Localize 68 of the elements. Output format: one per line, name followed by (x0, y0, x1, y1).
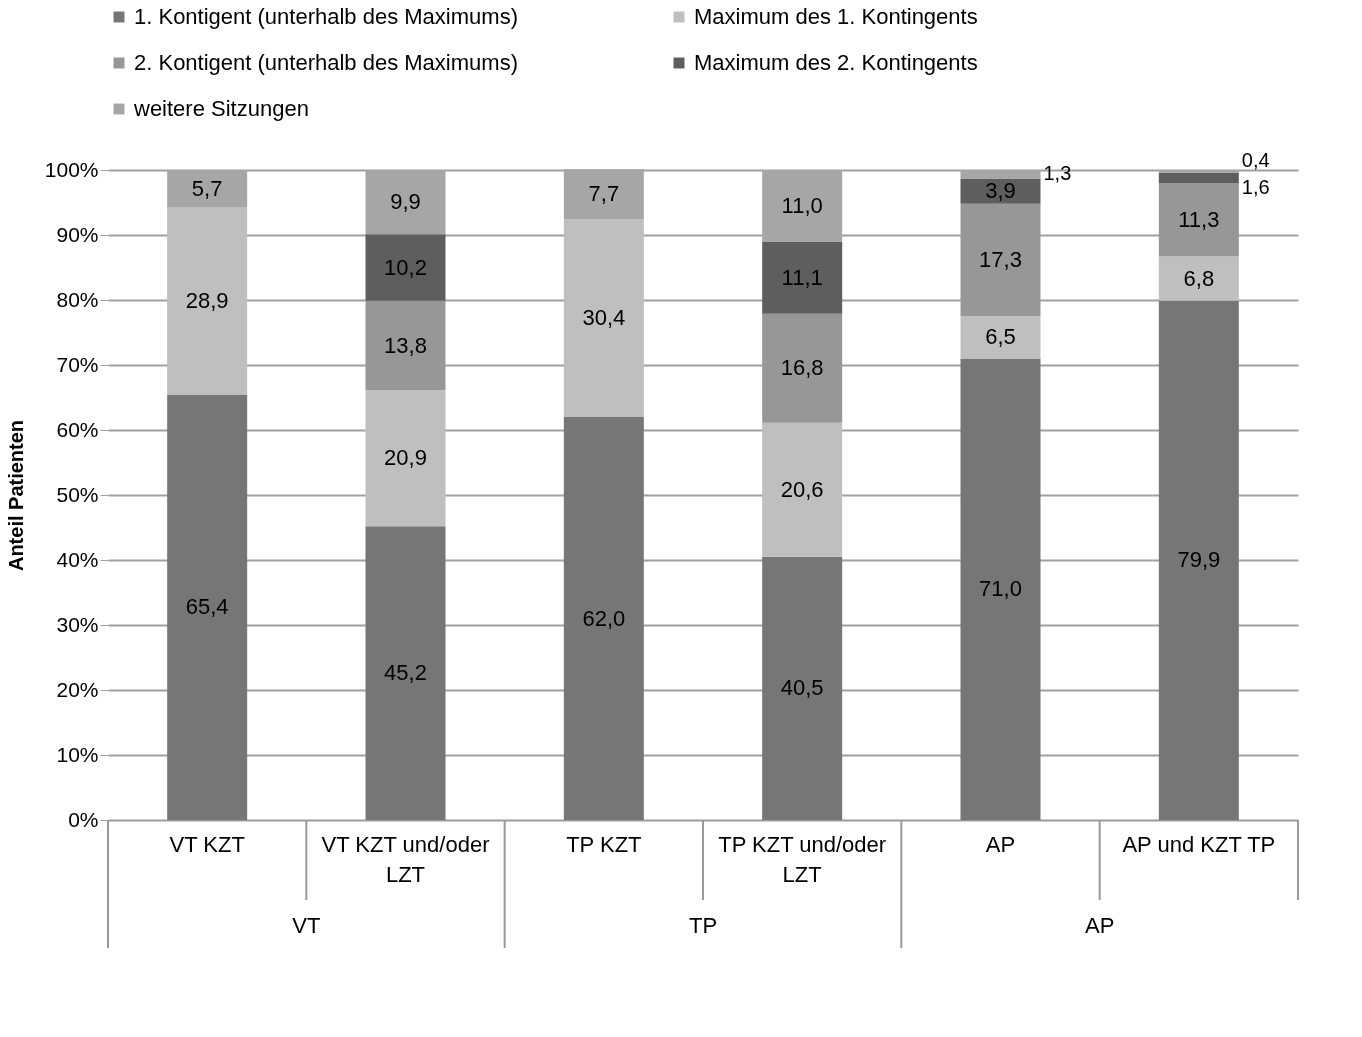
bar (1158, 256, 1239, 301)
bar (762, 422, 843, 557)
x-tick-label: TP KZT (566, 831, 642, 857)
legend-label: 1. Kontigent (unterhalb des Maximums) (134, 4, 518, 29)
text: AP (1084, 913, 1115, 938)
x-tick-label: TP KZT und/oder LZT (718, 831, 887, 887)
legend-label: weitere Sitzungen (133, 96, 309, 121)
data-label: 13,8 (384, 332, 427, 358)
bar (960, 358, 1041, 820)
y-tick-label: 0% (68, 807, 99, 831)
y-tick-label: 40% (56, 547, 99, 571)
data-label: 10,2 (384, 254, 427, 280)
data-label: 11,0 (781, 192, 823, 218)
data-label: 6,8 (1183, 265, 1215, 291)
bar (1158, 172, 1239, 183)
bar (563, 219, 644, 417)
bar (762, 241, 843, 314)
y-tick-label: 80% (56, 287, 99, 311)
bar (1158, 300, 1239, 820)
y-tick-label: 20% (56, 677, 99, 701)
data-label: 7,7 (588, 181, 620, 207)
y-tick-label: 100% (44, 157, 99, 181)
bar (167, 207, 248, 395)
y-tick-label: 10% (56, 742, 99, 766)
data-label: 3,9 (985, 178, 1016, 204)
data-label: 45,2 (384, 660, 427, 686)
y-tick-label: 30% (56, 612, 99, 636)
data-label: 28,9 (185, 287, 229, 313)
text: TP (688, 913, 718, 938)
data-label: 20,9 (384, 445, 427, 471)
data-label: 5,7 (191, 175, 223, 201)
data-label: 40,5 (780, 675, 824, 701)
data-label: 11,3 (1178, 206, 1220, 232)
data-label: 30,4 (582, 305, 626, 331)
bar (762, 556, 843, 820)
bar (365, 390, 446, 527)
y-tick-label: 90% (56, 222, 99, 246)
bar (365, 234, 446, 301)
x-tick-label: VT KZT und/oder LZT (321, 831, 490, 887)
data-label: 65,4 (185, 594, 229, 620)
data-label: 1,6 (1241, 175, 1270, 198)
y-tick-label: 60% (56, 417, 99, 441)
data-label: 9,9 (390, 189, 421, 215)
legend-label: Maximum des 2. Kontingents (694, 50, 978, 75)
text: VT (292, 913, 321, 938)
y-tick-label: 70% (56, 352, 99, 376)
data-label: 71,0 (979, 576, 1022, 602)
data-label: 79,9 (1177, 547, 1221, 573)
data-label: 20,6 (780, 476, 824, 502)
y-tick-label: 50% (56, 482, 99, 506)
data-label: 6,5 (985, 324, 1016, 350)
data-label: 0,4 (1241, 149, 1270, 172)
data-label: 62,0 (582, 605, 626, 631)
bar (167, 394, 248, 820)
x-tick-label: AP (985, 831, 1016, 857)
legend-label: Maximum des 1. Kontingents (694, 4, 978, 29)
legend-label: 2. Kontigent (unterhalb des Maximums) (134, 50, 518, 75)
data-label: 11,1 (781, 264, 823, 290)
bar (960, 316, 1041, 359)
bar (365, 526, 446, 820)
x-tick-label: AP und KZT TP (1122, 831, 1276, 857)
data-label: 16,8 (780, 355, 824, 381)
y-axis-title: Anteil Patienten (4, 419, 27, 572)
data-label: 1,3 (1043, 162, 1072, 185)
data-label: 17,3 (979, 247, 1022, 273)
bar (563, 417, 644, 820)
bar (960, 178, 1041, 204)
x-tick-label: VT KZT (169, 831, 245, 857)
